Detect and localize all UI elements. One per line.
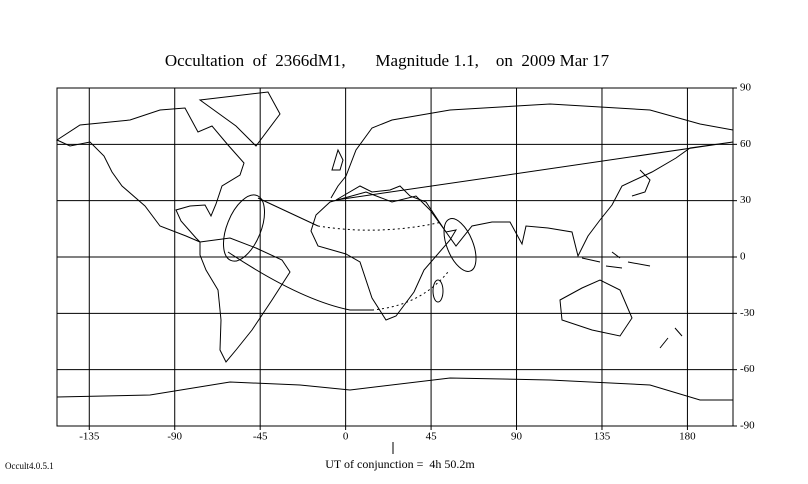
path-edge-dotted <box>317 221 443 231</box>
x-tick-label: 45 <box>426 431 438 443</box>
eurasia <box>330 103 734 258</box>
y-tick-label: -60 <box>740 363 755 375</box>
y-tick-label: 30 <box>740 194 752 206</box>
africa <box>310 191 458 321</box>
x-tick-label: -90 <box>167 431 182 443</box>
uk <box>331 148 344 171</box>
coastlines <box>55 91 734 401</box>
greenland <box>198 91 281 147</box>
x-tick-label: 90 <box>511 431 523 443</box>
x-tick-label: 135 <box>594 431 611 443</box>
australia <box>559 279 633 337</box>
x-tick-label: -45 <box>253 431 268 443</box>
footer: UT of conjunction = 4h 50.2m <box>325 457 475 471</box>
y-tick-label: -90 <box>740 420 755 432</box>
new-zealand <box>659 327 683 349</box>
madagascar <box>432 279 444 303</box>
map-title: Occultation of 2366dM1, Magnitude 1.1, o… <box>165 51 610 70</box>
y-tick-label: 90 <box>740 82 752 94</box>
version: Occult4.0.5.1 <box>5 461 54 471</box>
x-tick-label: 0 <box>343 431 349 443</box>
south-america <box>199 237 291 363</box>
indonesia <box>581 251 651 269</box>
path-limit-east <box>443 218 477 272</box>
antarctica <box>56 377 733 401</box>
y-tick-label: 60 <box>740 138 752 150</box>
path-edge <box>257 197 319 227</box>
x-tick-label: -135 <box>79 431 100 443</box>
japan <box>631 169 651 197</box>
y-tick-label: -30 <box>740 307 755 319</box>
x-tick-label: 180 <box>679 431 696 443</box>
y-tick-label: 0 <box>740 251 746 263</box>
north-america <box>55 107 245 243</box>
